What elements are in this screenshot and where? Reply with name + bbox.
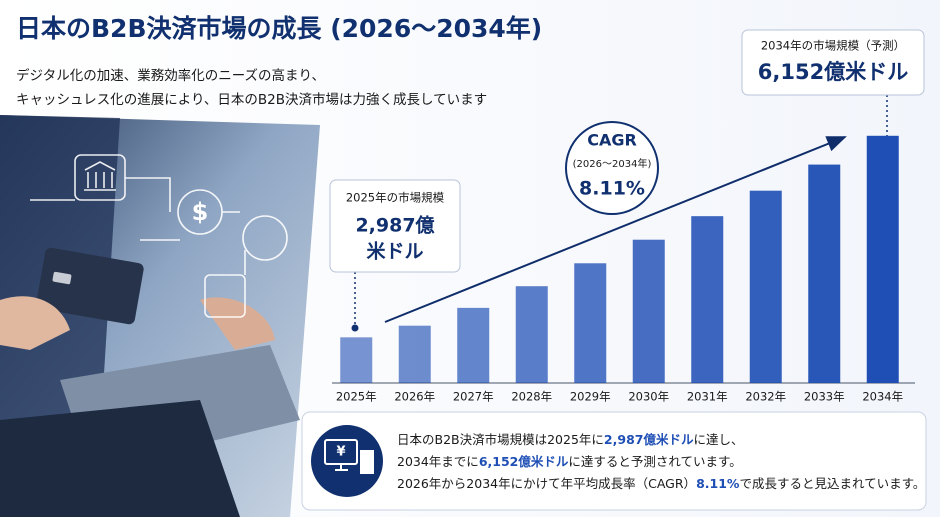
x-tick-label: 2030年 [628,390,669,404]
x-tick-label: 2028年 [511,390,552,404]
callout-title: 2025年の市場規模 [346,191,445,205]
bar [574,263,607,383]
summary-segment: 日本のB2B決済市場規模は2025年に [397,432,604,447]
x-tick-label: 2025年 [336,390,377,404]
svg-text:¥: ¥ [336,445,345,460]
subtitle: デジタル化の加速、業務効率化のニーズの高まり、 [16,67,325,84]
x-tick-label: 2032年 [745,390,786,404]
callout-value: 6,152億米ドル [758,60,908,84]
bar [340,337,373,383]
bar [691,216,724,383]
bar [749,190,782,383]
chart-title: 日本のB2B決済市場の成長 (2026〜2034年) [16,14,542,43]
cagr-period: (2026〜2034年) [573,157,652,170]
svg-text:$: $ [192,198,209,226]
summary-text: 日本のB2B決済市場規模は2025年に2,987億米ドルに達し、 2034年までに… [397,432,925,491]
x-tick-label: 2033年 [804,390,845,404]
callout-value: 米ドル [366,240,423,263]
x-tick-label: 2026年 [394,390,435,404]
summary-highlight: 6,152億米ドル [479,454,569,469]
bar [398,325,431,383]
cagr-badge: CAGR (2026〜2034年) 8.11% [565,121,659,215]
summary-highlight: 8.11% [696,476,740,491]
summary-segment: に達し、 [693,432,743,447]
summary-segment: に達すると予測されています。 [568,454,741,469]
summary-segment: で成長すると見込まれています。 [739,476,925,491]
subtitle: キャッシュレス化の進展により、日本のB2B決済市場は力強く成長しています [16,92,487,108]
x-tick-label: 2029年 [570,390,611,404]
summary-segment: 2026年から2034年にかけて年平均成長率（CAGR） [397,476,696,491]
x-tick-label: 2034年 [862,390,903,404]
summary-highlight: 2,987億米ドル [604,432,694,447]
summary-line: 2034年までに6,152億米ドルに達すると予測されています。 [397,454,742,469]
x-tick-label: 2031年 [687,390,728,404]
growth-arrow [384,136,847,323]
photo-illustration: $ [0,115,320,517]
callout-title: 2034年の市場規模（予測） [761,39,905,53]
callout-value: 2,987億 [355,214,434,237]
bar [457,307,490,383]
bar [515,286,548,383]
summary-segment: 2034年までに [397,454,479,469]
summary-line: 2026年から2034年にかけて年平均成長率（CAGR）8.11%で成長すると見… [397,476,925,491]
summary-line: 日本のB2B決済市場規模は2025年に2,987億米ドルに達し、 [397,432,743,447]
cagr-value: 8.11% [579,178,645,200]
x-tick-label: 2027年 [453,390,494,404]
bar [632,239,665,383]
callout-2025: 2025年の市場規模 2,987億 米ドル [329,179,461,332]
callout-2034: 2034年の市場規模（予測） 6,152億米ドル [741,29,925,144]
summary-box: ¥ [301,411,927,511]
cagr-label: CAGR [587,131,637,150]
bar [866,135,899,383]
bar [808,164,841,383]
